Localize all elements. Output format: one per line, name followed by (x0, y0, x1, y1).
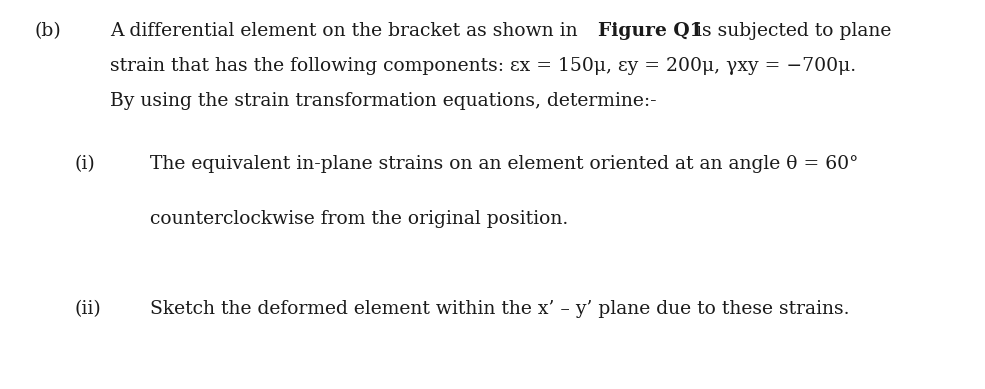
Text: (b): (b) (35, 22, 62, 40)
Text: Sketch the deformed element within the x’ – y’ plane due to these strains.: Sketch the deformed element within the x… (150, 300, 849, 318)
Text: strain that has the following components: εx = 150μ, εy = 200μ, γxy = −700μ.: strain that has the following components… (110, 57, 856, 75)
Text: counterclockwise from the original position.: counterclockwise from the original posit… (150, 210, 568, 228)
Text: By using the strain transformation equations, determine:-: By using the strain transformation equat… (110, 92, 657, 110)
Text: A differential element on the bracket as shown in: A differential element on the bracket as… (110, 22, 584, 40)
Text: (ii): (ii) (75, 300, 101, 318)
Text: (i): (i) (75, 155, 96, 173)
Text: Figure Q1: Figure Q1 (598, 22, 702, 40)
Text: is subjected to plane: is subjected to plane (690, 22, 891, 40)
Text: The equivalent in-plane strains on an element oriented at an angle θ = 60°: The equivalent in-plane strains on an el… (150, 155, 858, 173)
